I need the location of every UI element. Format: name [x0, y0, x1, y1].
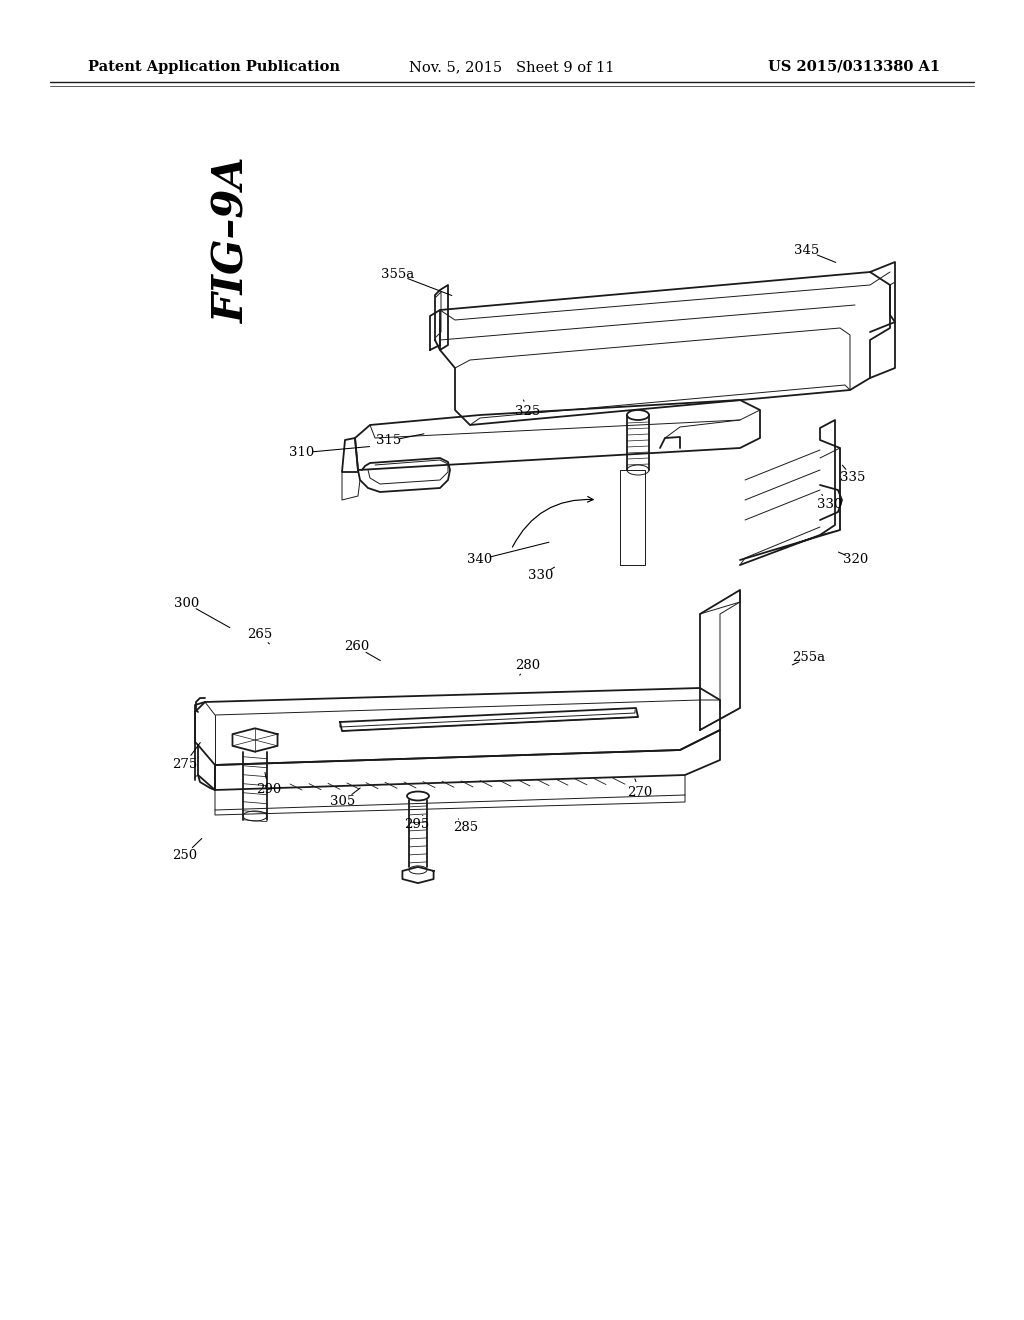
Text: Patent Application Publication: Patent Application Publication: [88, 59, 340, 74]
Text: US 2015/0313380 A1: US 2015/0313380 A1: [768, 59, 940, 74]
Text: 330: 330: [817, 498, 842, 511]
Text: 345: 345: [795, 244, 819, 257]
Text: 305: 305: [331, 795, 355, 808]
Text: 315: 315: [377, 434, 401, 447]
Text: 310: 310: [290, 446, 314, 459]
Text: 290: 290: [256, 783, 281, 796]
Text: 250: 250: [172, 849, 197, 862]
Text: 335: 335: [841, 471, 865, 484]
Text: 300: 300: [174, 597, 199, 610]
Text: Nov. 5, 2015   Sheet 9 of 11: Nov. 5, 2015 Sheet 9 of 11: [410, 59, 614, 74]
Text: 275: 275: [172, 758, 197, 771]
Text: 255a: 255a: [793, 651, 825, 664]
Text: 340: 340: [467, 553, 492, 566]
Text: 260: 260: [344, 640, 369, 653]
Text: 320: 320: [844, 553, 868, 566]
Text: 295: 295: [404, 818, 429, 832]
Text: 270: 270: [628, 785, 652, 799]
Text: 325: 325: [515, 405, 540, 418]
Text: 265: 265: [248, 628, 272, 642]
Text: FIG–9A: FIG–9A: [211, 157, 253, 323]
Text: 330: 330: [528, 569, 553, 582]
Text: 285: 285: [454, 821, 478, 834]
Text: 355a: 355a: [381, 268, 414, 281]
Text: 280: 280: [515, 659, 540, 672]
